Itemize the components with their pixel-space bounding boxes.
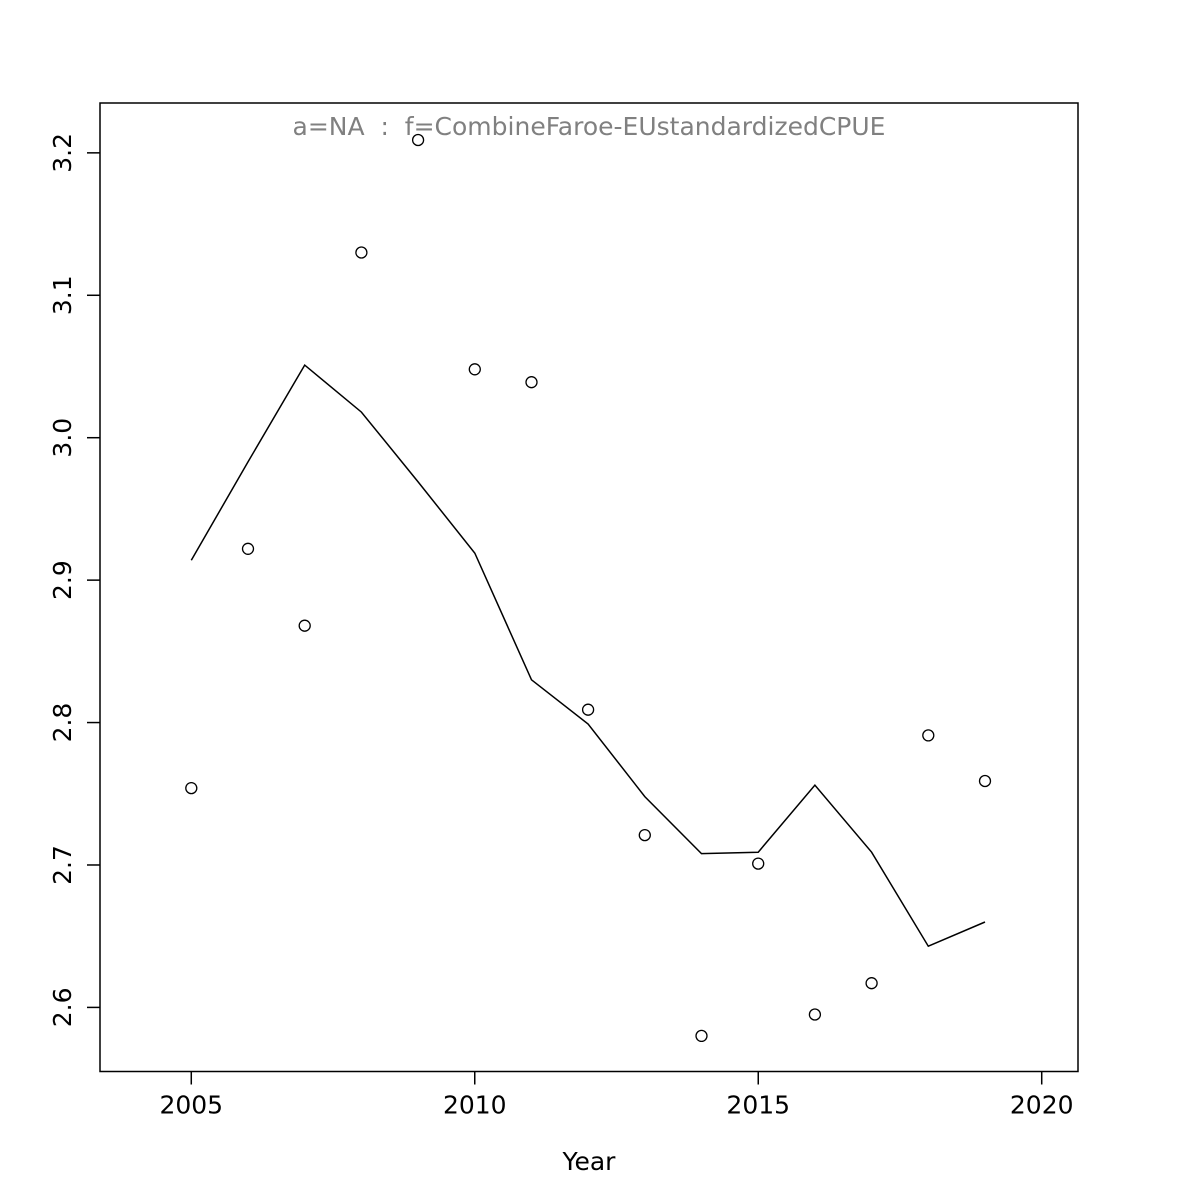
y-axis-tick-label: 2.6 bbox=[48, 988, 77, 1028]
data-point-circle bbox=[411, 133, 425, 147]
data-point-circle bbox=[468, 363, 481, 376]
x-axis-tick-label: 2015 bbox=[726, 1091, 790, 1120]
x-axis-tick-label: 2010 bbox=[443, 1091, 507, 1120]
y-axis-tick-label: 2.7 bbox=[48, 845, 77, 885]
data-point-circle bbox=[185, 781, 198, 795]
data-point-circle bbox=[241, 542, 255, 555]
plot-border bbox=[99, 102, 1079, 1073]
y-axis-tick-label: 3.1 bbox=[48, 275, 77, 315]
x-axis-tick-label: 2020 bbox=[1010, 1091, 1074, 1120]
y-axis-tick-label: 2.8 bbox=[48, 703, 77, 743]
y-axis-tick-label: 3.0 bbox=[48, 418, 77, 458]
data-point-circle bbox=[978, 774, 992, 788]
data-point-circle bbox=[298, 619, 311, 632]
fitted-line-path bbox=[190, 363, 986, 948]
data-point-circle bbox=[525, 376, 538, 389]
data-point-circle bbox=[581, 703, 595, 716]
data-point-circle bbox=[808, 1008, 822, 1021]
data-point-circle bbox=[638, 828, 651, 842]
x-axis-tick-label: 2005 bbox=[159, 1091, 223, 1120]
y-axis-tick-label: 3.2 bbox=[48, 133, 77, 173]
data-point-circle bbox=[865, 977, 878, 990]
data-point-circle bbox=[752, 857, 765, 870]
data-point-circle bbox=[922, 729, 935, 742]
x-axis-title: Year bbox=[562, 1147, 616, 1176]
y-axis-tick-label: 2.9 bbox=[48, 560, 77, 600]
data-point-circle bbox=[355, 246, 368, 259]
data-point-circle bbox=[695, 1029, 708, 1043]
plot-title: a=NA : f=CombineFaroe-EUstandardizedCPUE bbox=[292, 112, 886, 141]
